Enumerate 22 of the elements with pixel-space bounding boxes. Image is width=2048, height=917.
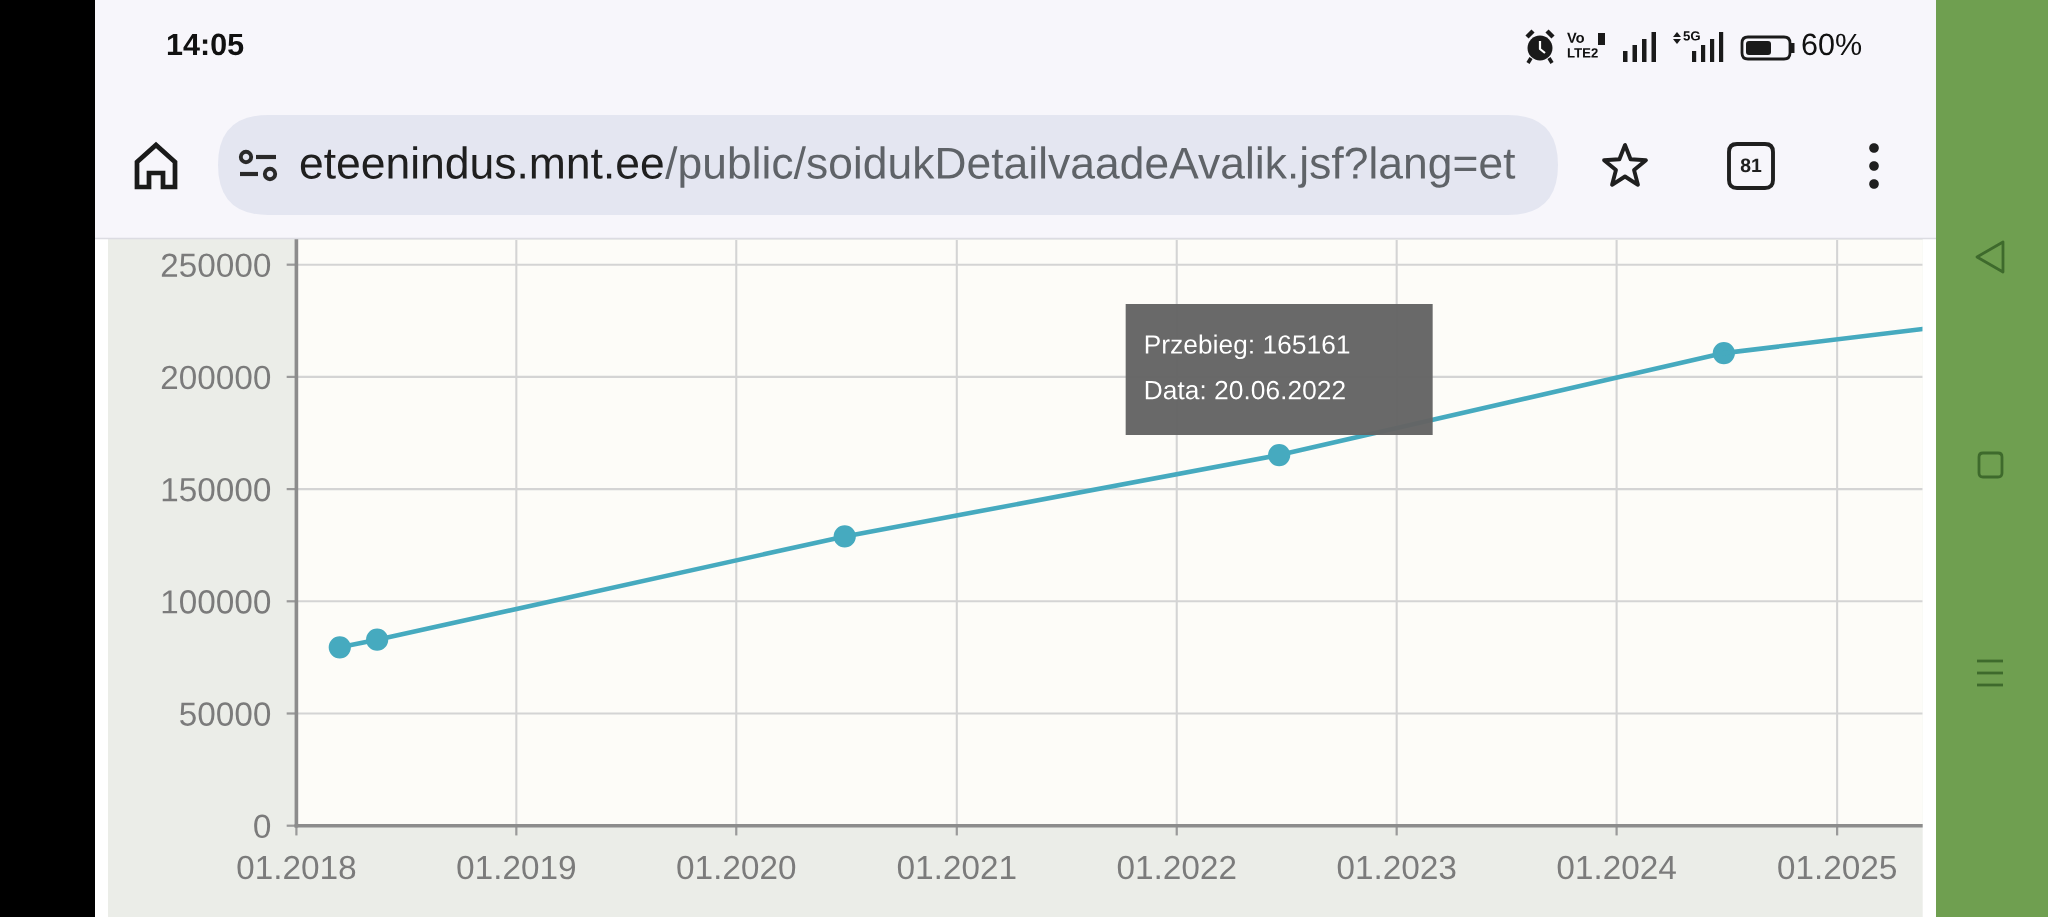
text: LTE2 [1567, 48, 1598, 58]
y-tick-label: 250000 [161, 253, 271, 278]
x-tick-label: 01.2019 [457, 855, 576, 880]
annotation: Przebieg: 165161 Data: 20.06.2022 [1145, 334, 1350, 400]
text: 60% [1802, 33, 1862, 56]
text: eteenindus.mnt.ee/public/soidukDetailvaadeAvalik.jsf?lang=et [300, 146, 1516, 188]
text: Vo [1567, 32, 1584, 43]
x-tick-label: 01.2024 [1557, 855, 1676, 880]
y-tick-label: 150000 [162, 477, 271, 502]
x-tick-label: 01.2021 [897, 855, 1016, 880]
y-tick-label: 0 [254, 814, 271, 839]
text: 81 [1740, 158, 1762, 173]
y-tick-label: 100000 [162, 590, 271, 614]
x-tick-label: 01.2023 [1337, 855, 1456, 880]
x-tick-label: 01.2022 [1117, 855, 1236, 880]
x-tick-label: 01.2025 [1778, 855, 1896, 880]
y-tick-label: 50000 [180, 702, 271, 726]
text: 5G [1683, 31, 1700, 41]
text: 14:05 [167, 33, 244, 56]
x-tick-label: 01.2020 [677, 855, 796, 880]
y-tick-label: 200000 [161, 365, 271, 390]
x-tick-label: 01.2018 [237, 855, 356, 880]
